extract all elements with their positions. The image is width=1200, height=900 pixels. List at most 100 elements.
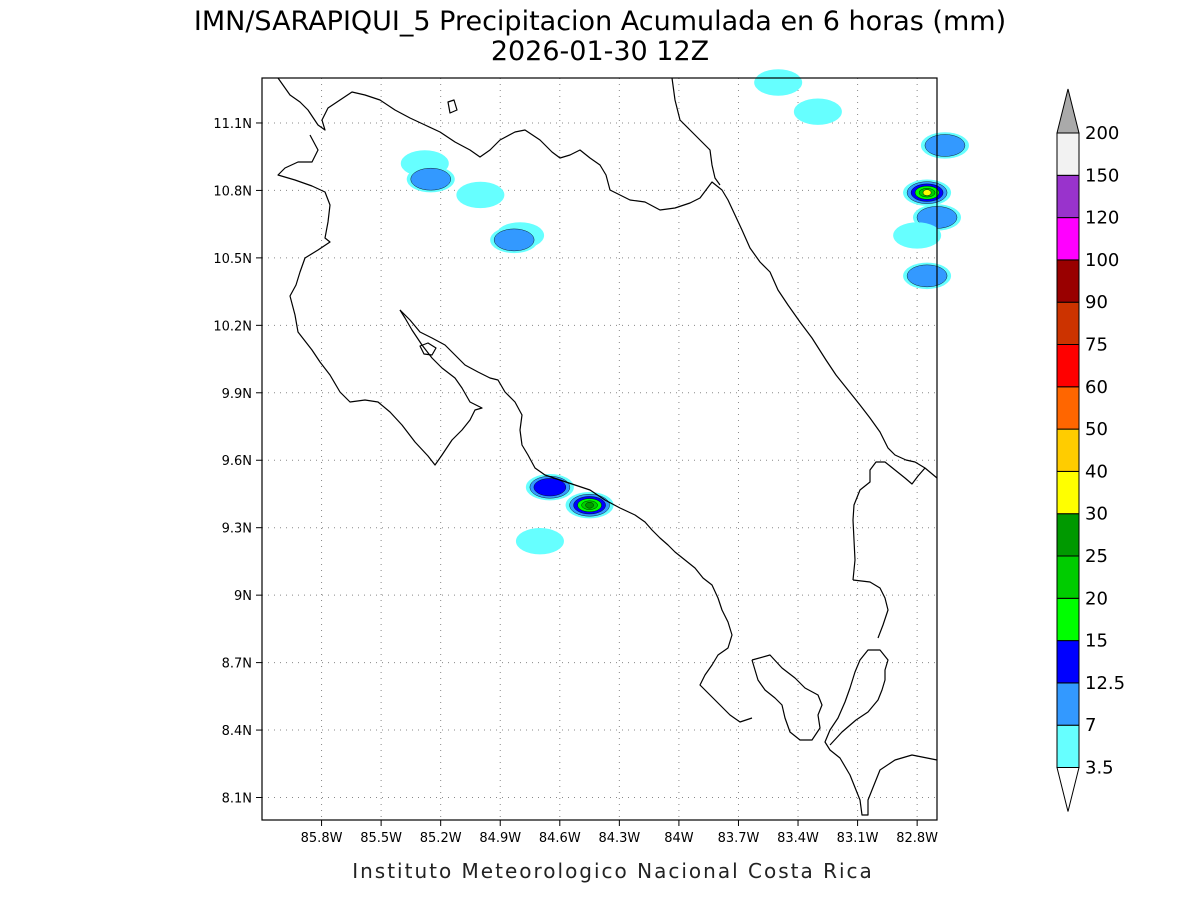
colorbar-swatch [1056,597,1080,642]
colorbar-label: 120 [1085,208,1119,229]
coastline-north-inner [671,77,721,186]
map-title: IMN/SARAPIQUI_5 Precipitacion Acumulada … [194,6,1006,37]
nicoya-island [419,342,437,356]
precip-level-ring [493,228,535,252]
precip-cell [490,226,539,254]
coastline-north [277,77,938,479]
precip-cell [456,181,505,209]
coastline-pacific-nw [277,134,483,466]
colorbar-swatch [1056,386,1080,430]
map-frame [261,77,938,821]
lat-tick-label: 9.6N [222,454,252,469]
map-subtitle: 2026-01-30 12Z [491,36,709,67]
colorbar-swatch [1056,259,1080,303]
lon-tick-label: 84W [664,831,694,846]
colorbar-label: 25 [1085,546,1108,567]
colorbar-swatch [1056,301,1080,346]
lon-tick-label: 84.9W [479,831,521,846]
panama-border [852,461,926,581]
lon-tick-label: 83.7W [718,831,760,846]
precipitation-contours [400,69,969,555]
lon-tick-label: 84.3W [598,831,640,846]
precip-level-ring [456,181,505,209]
precip-cell [565,492,614,519]
lon-tick-label: 85.5W [360,831,402,846]
colorbar-label: 12.5 [1085,673,1125,694]
lat-tick-label: 8.1N [222,792,252,807]
precip-level-ring [533,478,567,497]
precip-level-ring [906,264,948,288]
map-background [262,78,937,820]
lat-tick-label: 9.9N [222,387,252,402]
gulf-nicoya [399,309,753,723]
colorbar-label: 150 [1085,165,1119,186]
colorbar-label: 3.5 [1085,758,1114,779]
colorbar-label: 50 [1085,419,1108,440]
osa-peninsula [751,654,823,741]
precip-cell [903,179,952,206]
precip-level-ring [924,134,966,157]
lon-tick-label: 85.2W [420,831,462,846]
lake-island [447,99,458,114]
coastlines [277,77,938,816]
colorbar-label: 100 [1085,250,1119,271]
colorbar-label: 30 [1085,504,1108,525]
panama-caribbean-border [852,579,889,639]
precip-cell [406,165,455,193]
precip-level-ring [754,69,803,96]
colorbar-label: 90 [1085,292,1108,313]
colorbar-label: 7 [1085,715,1096,736]
colorbar-swatch [1056,132,1080,176]
colorbar-over-arrow [1056,88,1080,134]
precip-level-ring [515,527,564,555]
colorbar-swatch [1056,344,1080,388]
colorbar-swatch [1056,174,1080,219]
colorbar-label: 60 [1085,377,1108,398]
colorbar-label: 40 [1085,461,1108,482]
precip-cell [515,527,564,555]
lat-tick-label: 8.7N [222,657,252,672]
precip-cell [793,98,842,125]
colorbar-under-arrow [1056,767,1080,812]
axis-ticks: 85.8W 85.5W 85.2W 84.9W 84.6W 84.3W 84W 83.7W 83… [213,117,938,846]
precip-level-ring [893,222,942,249]
lon-tick-label: 83.1W [837,831,879,846]
colorbar-swatch [1056,513,1080,557]
lat-tick-label: 10.8N [213,184,252,199]
lon-tick-label: 82.8W [896,831,938,846]
map-panel: 85.8W 85.5W 85.2W 84.9W 84.6W 84.3W 84W 83.7W 83… [213,69,969,846]
lat-tick-label: 9.3N [222,522,252,537]
lon-tick-label: 85.8W [301,831,343,846]
lat-tick-label: 9N [234,589,252,604]
lat-tick-label: 10.5N [213,252,252,267]
precip-level-ring [410,167,451,191]
precip-cell [754,69,803,96]
lat-tick-label: 8.4N [222,724,252,739]
precip-cell [903,262,952,290]
colorbar-swatch [1056,682,1080,726]
colorbar-label: 20 [1085,588,1108,609]
grid-lines [262,78,937,820]
colorbar: 3.5 7 12.5 15 20 25 30 40 50 60 75 90 100 120 150 200 [1056,88,1125,812]
colorbar-swatch [1056,217,1080,261]
lat-tick-label: 11.1N [213,117,252,132]
lon-tick-label: 84.6W [539,831,581,846]
precip-cell [893,222,942,249]
precip-level-ring [793,98,842,125]
colorbar-swatch [1056,428,1080,472]
lon-tick-label: 83.4W [777,831,819,846]
colorbar-swatch [1056,724,1080,769]
colorbar-swatch [1056,470,1080,515]
colorbar-label: 200 [1085,123,1119,144]
colorbar-swatch [1056,555,1080,599]
footer-credit: Instituto Meteorologico Nacional Costa R… [352,859,874,883]
precip-cell [920,132,969,159]
burica-coast [824,649,938,816]
colorbar-label: 75 [1085,335,1108,356]
colorbar-label: 15 [1085,631,1108,652]
lat-tick-label: 10.2N [213,319,252,334]
precip-level-ring [585,502,594,509]
precip-level-ring [922,189,932,196]
colorbar-swatch [1056,640,1080,684]
